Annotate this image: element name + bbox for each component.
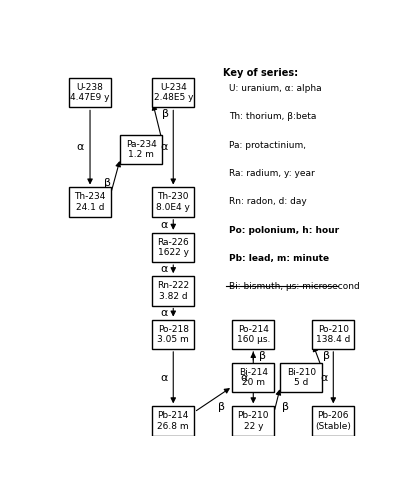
Text: β: β	[218, 402, 225, 412]
Text: Pb-214
26.8 m: Pb-214 26.8 m	[157, 411, 189, 431]
FancyBboxPatch shape	[152, 319, 194, 349]
Text: β: β	[162, 108, 169, 119]
FancyBboxPatch shape	[152, 233, 194, 262]
Text: Bi: bismuth, μs: microsecond: Bi: bismuth, μs: microsecond	[229, 282, 359, 291]
Text: β: β	[323, 351, 330, 361]
Text: Pb-206
(Stable): Pb-206 (Stable)	[316, 411, 351, 431]
Text: β: β	[282, 402, 289, 412]
Text: β: β	[104, 178, 111, 188]
Text: Pb: lead, m: minute: Pb: lead, m: minute	[229, 254, 329, 263]
Text: α: α	[77, 143, 84, 152]
Text: α: α	[160, 372, 167, 383]
Text: Th-230
8.0E4 y: Th-230 8.0E4 y	[156, 193, 190, 212]
Text: Po-218
3.05 m: Po-218 3.05 m	[157, 324, 189, 344]
FancyBboxPatch shape	[121, 135, 162, 164]
Text: Th-234
24.1 d: Th-234 24.1 d	[74, 193, 106, 212]
Text: Th: thorium, β:beta: Th: thorium, β:beta	[229, 112, 316, 122]
Text: Bi-210
5 d: Bi-210 5 d	[287, 368, 316, 387]
FancyBboxPatch shape	[152, 188, 194, 217]
FancyBboxPatch shape	[69, 78, 111, 107]
FancyBboxPatch shape	[280, 363, 322, 392]
FancyBboxPatch shape	[152, 78, 194, 107]
Text: Bi-214
20 m: Bi-214 20 m	[239, 368, 268, 387]
Text: α: α	[160, 220, 167, 230]
Text: Po: polonium, h: hour: Po: polonium, h: hour	[229, 225, 339, 235]
Text: α: α	[160, 143, 167, 152]
Text: α: α	[160, 308, 167, 318]
Text: Ra: radium, y: year: Ra: radium, y: year	[229, 169, 314, 178]
Text: Rn-222
3.82 d: Rn-222 3.82 d	[157, 281, 189, 300]
Text: Ra-226
1622 y: Ra-226 1622 y	[157, 238, 189, 257]
FancyBboxPatch shape	[313, 406, 354, 436]
FancyBboxPatch shape	[152, 276, 194, 306]
Text: U-234
2.48E5 y: U-234 2.48E5 y	[154, 83, 193, 102]
Text: α: α	[240, 372, 247, 383]
Text: U: uranium, α: alpha: U: uranium, α: alpha	[229, 84, 321, 93]
Text: Key of series:: Key of series:	[223, 68, 298, 78]
FancyBboxPatch shape	[152, 406, 194, 436]
Text: α: α	[160, 264, 167, 274]
Text: Rn: radon, d: day: Rn: radon, d: day	[229, 197, 306, 206]
Text: Pa: protactinium,: Pa: protactinium,	[229, 141, 306, 149]
Text: Po-210
138.4 d: Po-210 138.4 d	[316, 324, 351, 344]
FancyBboxPatch shape	[313, 319, 354, 349]
Text: β: β	[259, 351, 266, 361]
FancyBboxPatch shape	[233, 406, 274, 436]
Text: Po-214
160 μs.: Po-214 160 μs.	[237, 324, 270, 344]
Text: U-238
4.47E9 y: U-238 4.47E9 y	[70, 83, 110, 102]
FancyBboxPatch shape	[233, 363, 274, 392]
Text: Pb-210
22 y: Pb-210 22 y	[237, 411, 269, 431]
Text: α: α	[320, 372, 328, 383]
FancyBboxPatch shape	[233, 319, 274, 349]
Text: Pa-234
1.2 m: Pa-234 1.2 m	[126, 140, 157, 159]
FancyBboxPatch shape	[69, 188, 111, 217]
